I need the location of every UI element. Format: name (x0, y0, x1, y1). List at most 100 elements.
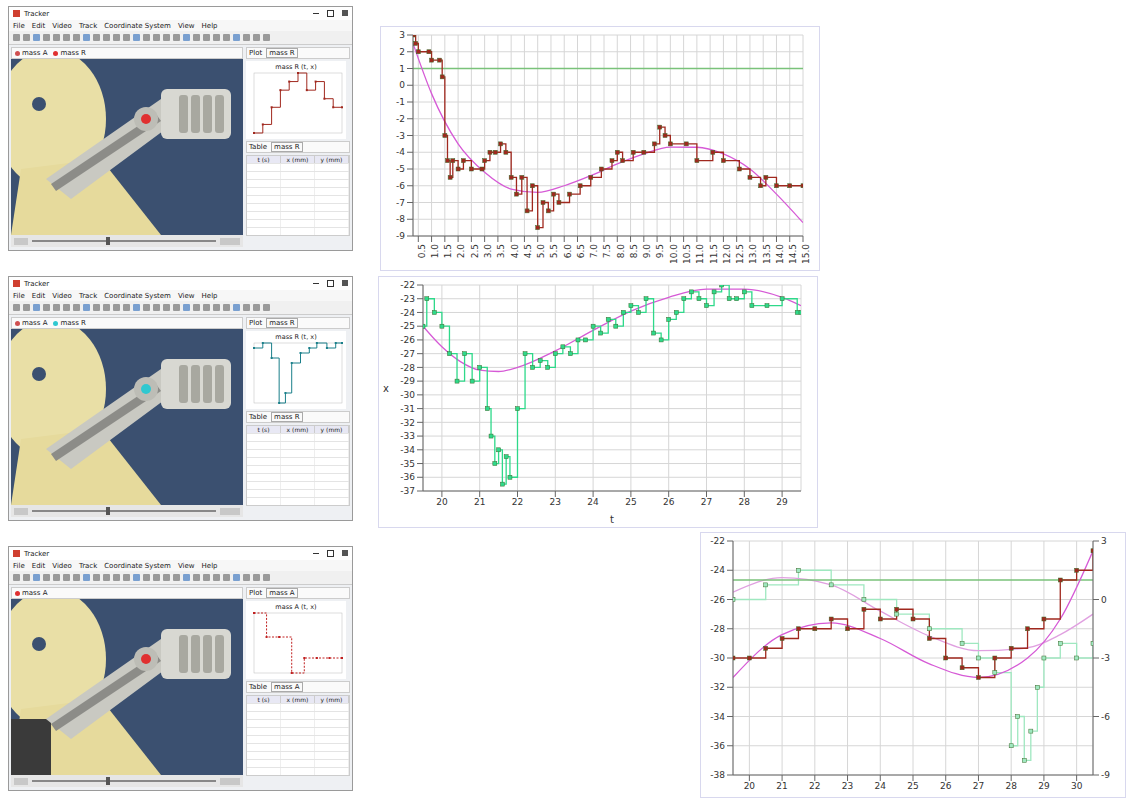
html-text:Tracker: Tracker (24, 9, 50, 18)
svg-text:11.5: 11.5 (709, 244, 719, 264)
svg-text:-34: -34 (400, 445, 415, 455)
svg-text:25: 25 (625, 497, 636, 507)
svg-text:-30: -30 (400, 390, 415, 400)
svg-text:22: 22 (512, 497, 523, 507)
svg-text:1.5: 1.5 (443, 244, 453, 258)
svg-text:-30: -30 (710, 653, 725, 663)
svg-text:3: 3 (1101, 536, 1107, 546)
svg-text:6.5: 6.5 (576, 244, 586, 258)
svg-text:28: 28 (1005, 781, 1017, 791)
svg-text:12.0: 12.0 (722, 244, 732, 264)
svg-text:-25: -25 (400, 321, 415, 331)
svg-text:-22: -22 (400, 280, 415, 290)
svg-text:29: 29 (776, 497, 788, 507)
svg-text:-22: -22 (710, 536, 725, 546)
svg-text:21: 21 (776, 781, 787, 791)
svg-text:26: 26 (940, 781, 952, 791)
svg-text:26: 26 (663, 497, 675, 507)
svg-text:4.5: 4.5 (523, 244, 533, 258)
svg-text:5.5: 5.5 (549, 244, 559, 258)
svg-text:x: x (383, 383, 389, 394)
svg-text:-5: -5 (396, 164, 405, 174)
svg-text:-3: -3 (396, 131, 405, 141)
svg-text:5.0: 5.0 (536, 244, 546, 259)
svg-text:8.5: 8.5 (629, 244, 639, 258)
svg-text:9.5: 9.5 (655, 244, 665, 258)
svg-text:mass A (t, x): mass A (t, x) (275, 603, 316, 611)
svg-text:-33: -33 (400, 431, 415, 441)
svg-text:21: 21 (474, 497, 485, 507)
svg-text:8.0: 8.0 (616, 244, 626, 259)
svg-text:-26: -26 (710, 595, 725, 605)
svg-text:-9: -9 (396, 231, 405, 241)
svg-text:mass R (t, x): mass R (t, x) (275, 333, 316, 341)
svg-text:1.0: 1.0 (430, 244, 440, 259)
svg-text:-35: -35 (400, 459, 415, 469)
svg-text:-32: -32 (710, 682, 725, 692)
svg-text:3.0: 3.0 (483, 244, 493, 259)
svg-text:0: 0 (1101, 595, 1107, 605)
svg-text:-32: -32 (400, 418, 415, 428)
svg-text:7.5: 7.5 (602, 244, 612, 258)
svg-text:20: 20 (436, 497, 448, 507)
svg-text:-9: -9 (1101, 770, 1110, 780)
svg-text:23: 23 (842, 781, 853, 791)
svg-text:-7: -7 (396, 198, 405, 208)
svg-text:25: 25 (907, 781, 918, 791)
svg-text:23: 23 (550, 497, 561, 507)
svg-text:3.5: 3.5 (496, 244, 506, 258)
svg-text:1: 1 (399, 64, 405, 74)
svg-text:14.5: 14.5 (788, 244, 798, 264)
svg-text:13.0: 13.0 (748, 244, 758, 264)
svg-text:-4: -4 (396, 147, 405, 157)
svg-text:10.5: 10.5 (682, 244, 692, 264)
svg-text:-31: -31 (400, 404, 415, 414)
svg-text:20: 20 (744, 781, 756, 791)
svg-text:-6: -6 (396, 181, 405, 191)
svg-text:-27: -27 (400, 349, 415, 359)
svg-text:0: 0 (399, 80, 405, 90)
svg-text:-37: -37 (400, 486, 415, 496)
svg-text:-26: -26 (400, 335, 415, 345)
svg-text:-38: -38 (710, 770, 725, 780)
svg-text:2: 2 (399, 47, 405, 57)
svg-text:4.0: 4.0 (510, 244, 520, 259)
svg-text:-24: -24 (400, 308, 415, 318)
svg-text:0.5: 0.5 (417, 244, 427, 258)
svg-text:-2: -2 (396, 114, 405, 124)
svg-text:t: t (610, 514, 614, 525)
svg-text:9.0: 9.0 (642, 244, 652, 259)
svg-text:-36: -36 (400, 472, 415, 482)
svg-text:11.0: 11.0 (695, 244, 705, 264)
svg-text:27: 27 (701, 497, 712, 507)
svg-text:-28: -28 (710, 624, 725, 634)
svg-text:-36: -36 (710, 741, 725, 751)
svg-text:28: 28 (739, 497, 751, 507)
svg-text:-8: -8 (396, 214, 405, 224)
svg-text:2.5: 2.5 (470, 244, 480, 258)
svg-text:10.0: 10.0 (669, 244, 679, 264)
svg-text:24: 24 (587, 497, 599, 507)
svg-text:30: 30 (1071, 781, 1083, 791)
svg-text:mass R (t, x): mass R (t, x) (275, 63, 316, 71)
svg-text:-1: -1 (396, 97, 405, 107)
svg-text:22: 22 (809, 781, 820, 791)
svg-text:7.0: 7.0 (589, 244, 599, 259)
svg-text:13.5: 13.5 (762, 244, 772, 264)
svg-text:12.5: 12.5 (735, 244, 745, 264)
svg-text:-24: -24 (710, 565, 725, 575)
svg-text:24: 24 (875, 781, 887, 791)
svg-text:-3: -3 (1101, 653, 1110, 663)
svg-text:6.0: 6.0 (563, 244, 573, 259)
svg-text:29: 29 (1038, 781, 1050, 791)
svg-text:14.0: 14.0 (775, 244, 785, 264)
svg-text:15.0: 15.0 (801, 244, 811, 264)
svg-text:-6: -6 (1101, 712, 1110, 722)
svg-text:-29: -29 (400, 376, 415, 386)
svg-text:27: 27 (973, 781, 984, 791)
svg-text:2.0: 2.0 (456, 244, 466, 259)
svg-text:-34: -34 (710, 712, 725, 722)
svg-text:3: 3 (399, 30, 405, 40)
svg-text:-28: -28 (400, 363, 415, 373)
svg-text:-23: -23 (400, 294, 415, 304)
